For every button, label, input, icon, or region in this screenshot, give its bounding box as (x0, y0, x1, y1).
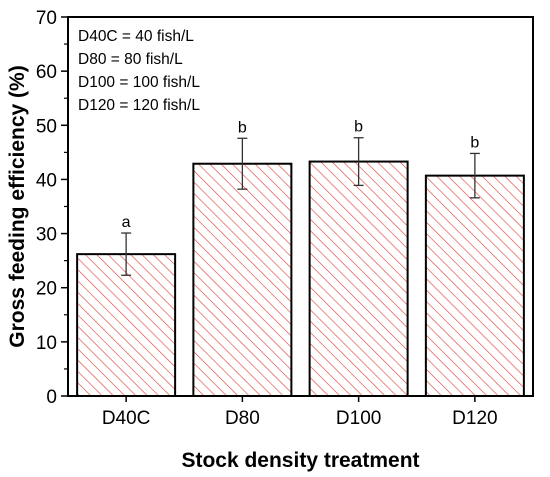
y-axis-title: Gross feeding efficiency (%) (6, 65, 29, 347)
legend-note-d100: D100 = 100 fish/L (78, 74, 200, 91)
error-bar-d40c (121, 232, 132, 276)
error-bar-d100 (353, 137, 364, 187)
y-tick-label-50: 50 (36, 116, 57, 137)
significance-label-d100: b (354, 119, 363, 136)
legend-notes: D40C = 40 fish/L D80 = 80 fish/L D100 = … (78, 28, 200, 114)
legend-note-d120: D120 = 120 fish/L (78, 97, 200, 114)
error-bar-d120 (469, 152, 480, 199)
significance-label-d40c: a (122, 214, 131, 231)
x-tick-label-d80: D80 (225, 408, 260, 429)
y-tick-label-60: 60 (36, 62, 57, 83)
y-tick-label-0: 0 (46, 387, 57, 408)
x-tick-label-d40c: D40C (102, 408, 151, 429)
bar-d80 (192, 162, 293, 397)
significance-label-d80: b (238, 119, 247, 136)
y-tick-label-20: 20 (36, 279, 57, 300)
x-tick-label-d100: D100 (336, 408, 381, 429)
legend-note-d40c: D40C = 40 fish/L (78, 28, 194, 45)
bar-d100 (308, 160, 409, 397)
significance-label-d120: b (470, 134, 479, 151)
y-tick-label-10: 10 (36, 333, 57, 354)
y-tick-label-70: 70 (36, 8, 57, 29)
x-axis-title: Stock density treatment (181, 449, 419, 472)
error-bar-d80 (237, 137, 248, 190)
bar-d120 (424, 174, 525, 397)
bar-d40c (76, 253, 177, 397)
y-tick-label-40: 40 (36, 170, 57, 191)
y-tick-label-30: 30 (36, 225, 57, 246)
legend-note-d80: D80 = 80 fish/L (78, 51, 183, 68)
x-tick-label-d120: D120 (452, 408, 497, 429)
